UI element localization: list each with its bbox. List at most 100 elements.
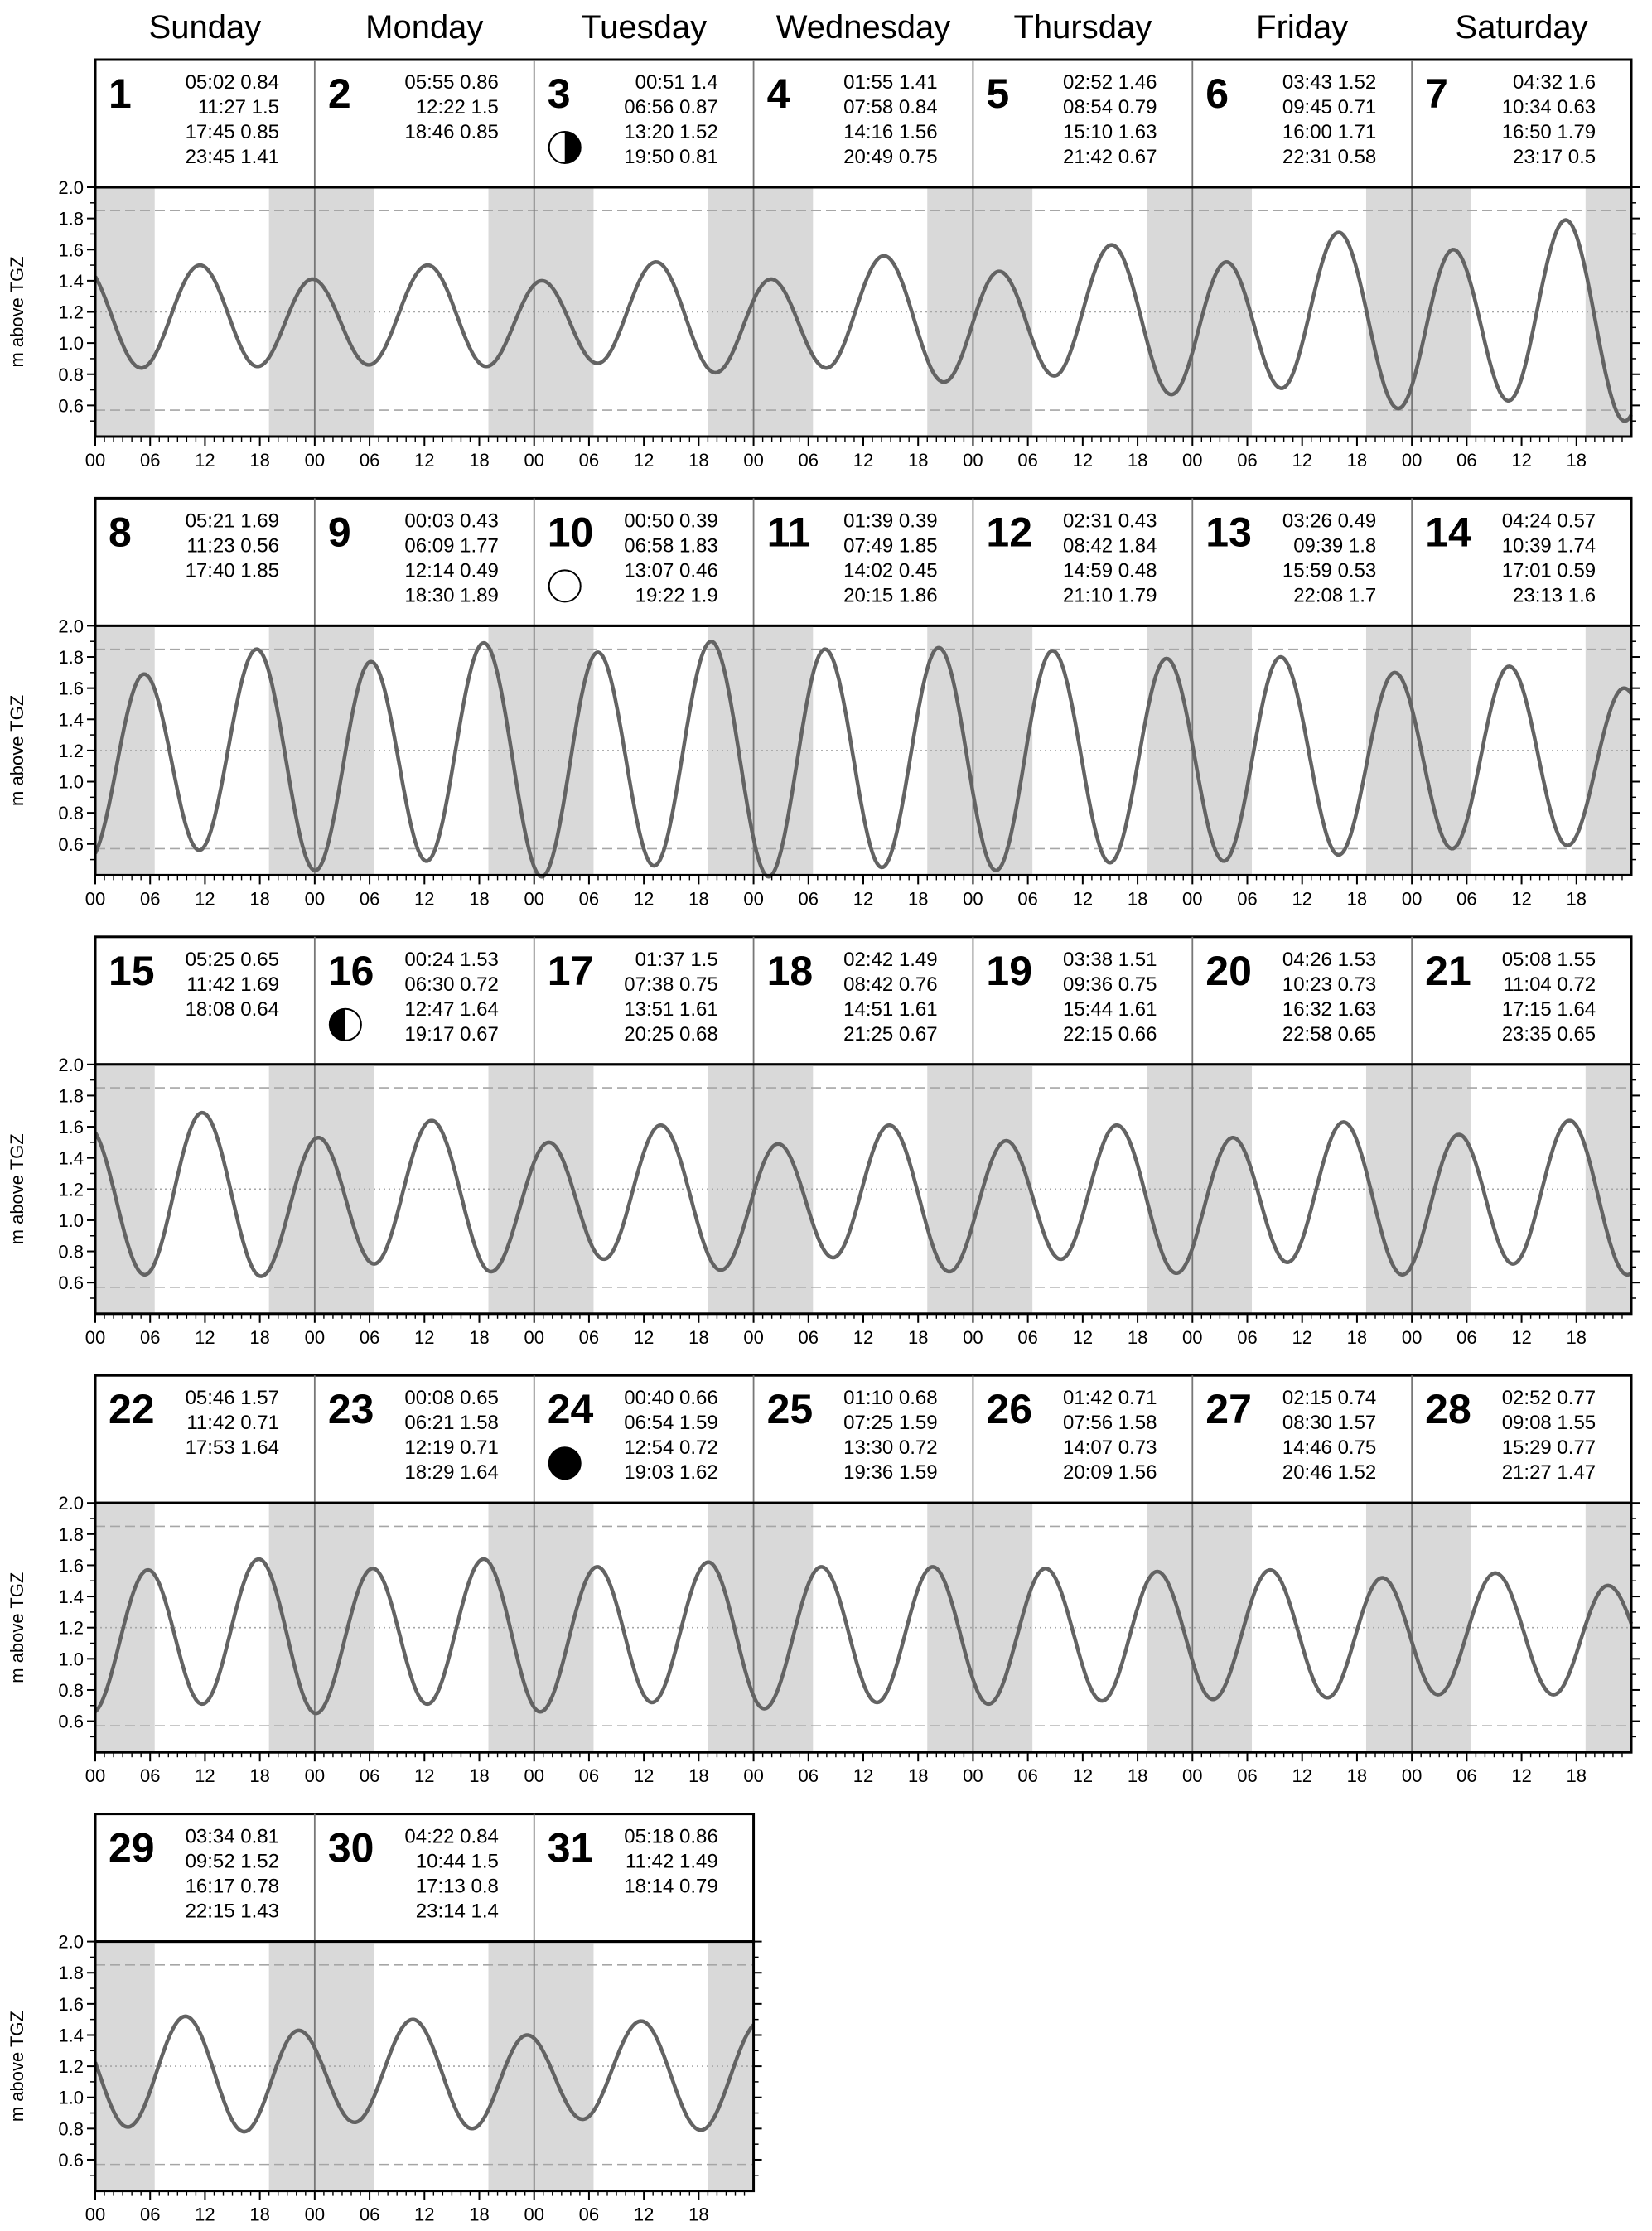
y-tick-label: 1.0 [58,1649,84,1669]
x-tick-label: 18 [249,888,269,909]
day-number: 29 [109,1825,155,1871]
x-tick-label: 00 [85,1765,105,1786]
y-tick-label: 1.0 [58,772,84,793]
x-tick-label: 18 [469,1765,489,1786]
x-tick-label: 18 [908,888,928,909]
tide-extreme-label: 00:08 0.65 [404,1387,498,1409]
x-tick-label: 18 [249,1327,269,1348]
x-tick-label: 00 [743,1765,763,1786]
weekday-label: Saturday [1456,9,1588,46]
x-tick-label: 06 [140,2204,160,2225]
tide-extreme-label: 15:29 0.77 [1502,1437,1596,1459]
day-number: 3 [548,70,571,117]
tide-extreme-label: 19:17 0.67 [404,1023,498,1045]
x-tick-label: 06 [579,888,599,909]
night-shade [753,187,814,437]
x-tick-label: 06 [1237,888,1257,909]
y-tick-label: 0.8 [58,1242,84,1263]
tide-extreme-label: 11:27 1.5 [198,96,279,118]
night-shade [708,1503,754,1753]
tide-extreme-label: 17:15 1.64 [1502,998,1596,1021]
tide-extreme-label: 11:42 1.49 [626,1851,718,1873]
tide-extreme-label: 16:32 1.63 [1282,998,1376,1021]
x-tick-label: 06 [140,888,160,909]
y-tick-label: 2.0 [58,616,84,636]
tide-extreme-label: 22:31 0.58 [1282,146,1376,168]
tide-curve [94,1110,1633,1278]
tide-curve [94,218,1633,423]
tide-extreme-label: 23:17 0.5 [1513,146,1596,168]
tide-extreme-label: 00:40 0.66 [624,1387,717,1409]
x-tick-label: 18 [908,450,928,471]
day-number: 13 [1205,509,1252,555]
y-tick-label: 1.2 [58,1179,84,1200]
x-tick-label: 00 [963,1765,983,1786]
night-shade [488,187,534,437]
day-number: 25 [767,1386,814,1432]
x-tick-label: 12 [414,888,434,909]
x-tick-label: 12 [634,1765,654,1786]
tide-extreme-label: 19:22 1.9 [635,584,718,606]
x-tick-label: 00 [305,1765,325,1786]
x-tick-label: 00 [524,1765,543,1786]
tide-extreme-label: 02:42 1.49 [843,949,937,971]
x-tick-label: 00 [85,888,105,909]
x-tick-label: 12 [1511,1327,1531,1348]
tide-extreme-label: 05:21 1.69 [186,509,279,532]
y-tick-label: 1.8 [58,209,84,229]
night-shade [1192,1064,1253,1314]
tide-extreme-label: 20:09 1.56 [1063,1461,1157,1484]
tide-extreme-label: 02:31 0.43 [1063,509,1157,532]
tide-extreme-label: 16:17 0.78 [186,1876,279,1898]
tide-extreme-label: 13:07 0.46 [624,559,717,582]
tide-curve [94,1557,1634,1716]
x-tick-label: 06 [579,1765,599,1786]
x-tick-label: 12 [634,450,654,471]
y-tick-label: 1.8 [58,1524,84,1545]
tide-extreme-label: 19:36 1.59 [843,1461,937,1484]
x-tick-label: 18 [1347,888,1367,909]
x-tick-label: 18 [249,2204,269,2225]
y-tick-label: 2.0 [58,1932,84,1953]
x-tick-label: 06 [1017,450,1037,471]
x-tick-label: 12 [195,450,215,471]
day-number: 6 [1205,70,1229,117]
moon-phase-full-icon [548,569,582,603]
x-tick-label: 18 [1347,450,1367,471]
x-tick-label: 06 [360,2204,379,2225]
y-tick-label: 2.0 [58,1055,84,1075]
x-tick-label: 00 [305,450,325,471]
x-tick-label: 00 [1182,450,1202,471]
tide-extreme-label: 02:15 0.74 [1282,1387,1376,1409]
day-number: 4 [767,70,790,117]
y-tick-label: 1.6 [58,1117,84,1137]
tide-extreme-label: 10:23 0.73 [1282,973,1376,996]
tide-extreme-label: 06:21 1.58 [404,1412,498,1434]
tide-extreme-label: 17:45 0.85 [186,121,279,143]
y-tick-label: 1.6 [58,678,84,699]
weekday-label: Thursday [1013,9,1152,46]
x-tick-label: 12 [414,1327,434,1348]
x-tick-label: 00 [1402,1327,1422,1348]
tide-extreme-label: 18:46 0.85 [404,121,498,143]
night-shade [1412,1064,1471,1314]
tide-extreme-label: 03:26 0.49 [1282,509,1376,532]
x-tick-label: 06 [1237,450,1257,471]
tide-extreme-label: 09:52 1.52 [186,1851,279,1873]
tide-extreme-label: 05:55 0.86 [404,71,498,94]
x-tick-label: 18 [469,888,489,909]
x-tick-label: 18 [1128,450,1147,471]
moon-phase-last-quarter-icon [328,1007,362,1041]
tide-curve [93,2014,756,2134]
tide-extreme-label: 10:34 0.63 [1502,96,1596,118]
y-tick-label: 1.2 [58,741,84,761]
night-shade [1412,1503,1471,1753]
day-number: 5 [986,70,1009,117]
tide-extreme-label: 09:36 0.75 [1063,973,1157,996]
y-tick-label: 0.8 [58,2118,84,2139]
night-shade [1412,187,1471,437]
y-tick-label: 1.8 [58,1085,84,1106]
day-number: 23 [328,1386,374,1432]
week-row: 0.6 0.8 1.0 1.2 1.4 1.6 1.8 2.0 m above TGZ 00 06 1… [7,58,1640,471]
x-tick-label: 12 [195,888,215,909]
